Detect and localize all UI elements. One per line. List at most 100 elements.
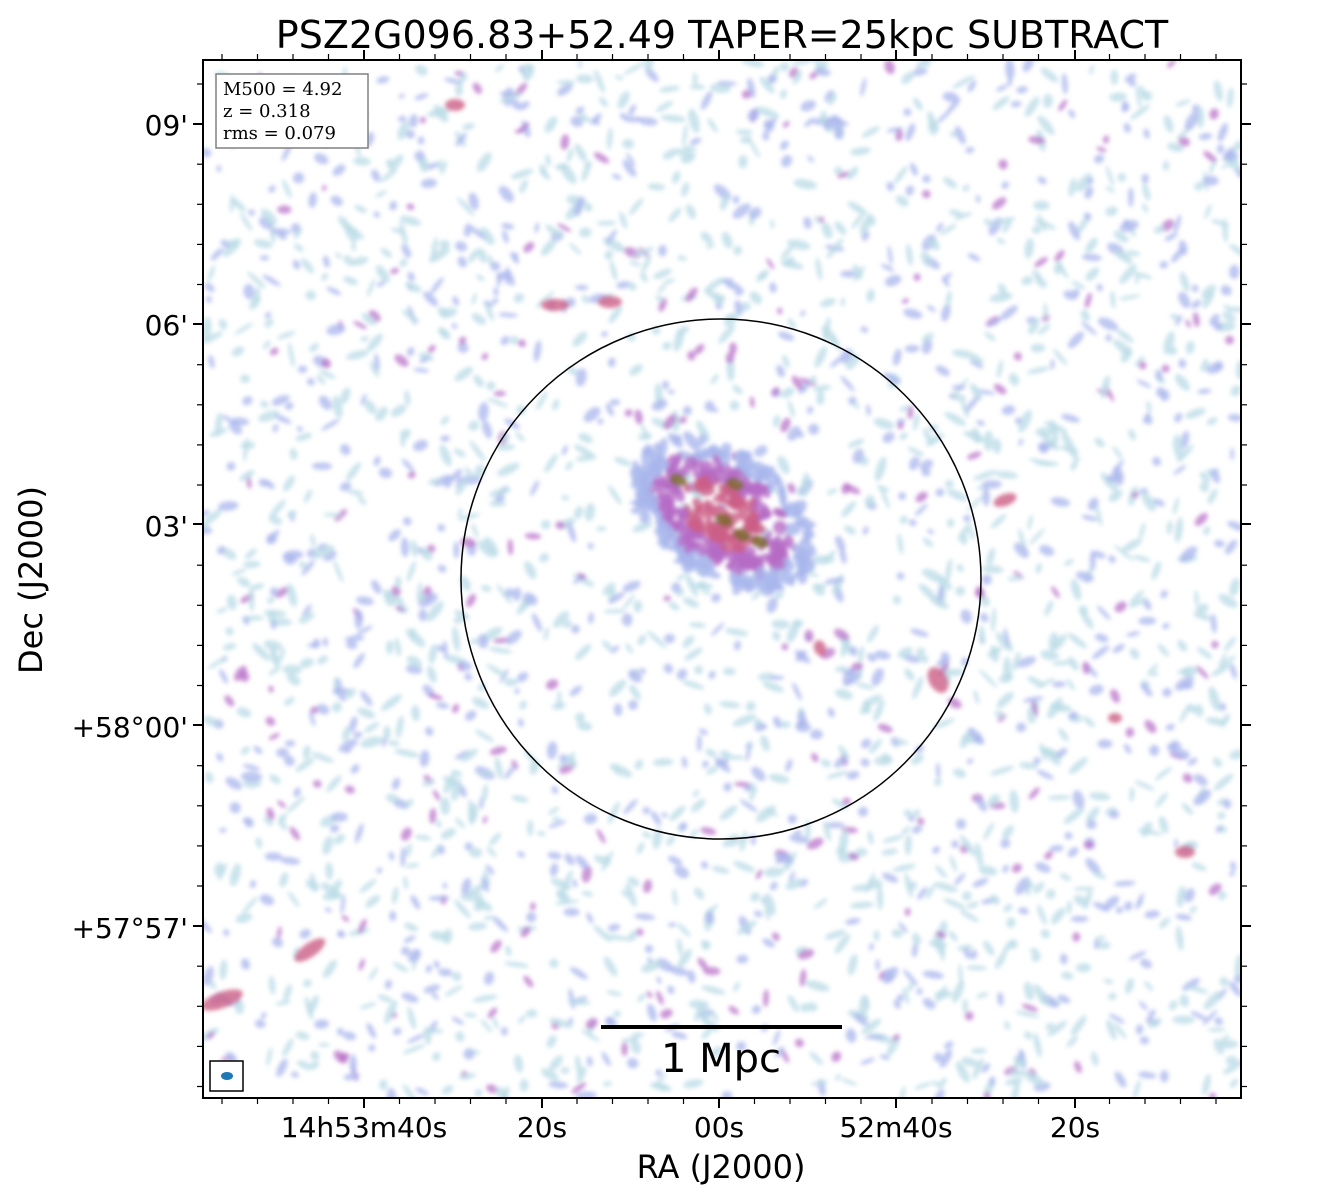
noise-speck bbox=[377, 994, 393, 1003]
noise-speck bbox=[1051, 634, 1067, 651]
noise-speck bbox=[284, 402, 294, 411]
noise-speck bbox=[1154, 766, 1173, 781]
noise-speck bbox=[755, 869, 763, 880]
noise-speck bbox=[240, 771, 263, 782]
noise-speck bbox=[667, 922, 677, 928]
noise-speck bbox=[426, 601, 444, 622]
noise-speck bbox=[701, 985, 726, 995]
noise-speck bbox=[702, 1010, 709, 1021]
cluster-blob bbox=[765, 471, 780, 489]
noise-speck bbox=[595, 526, 607, 532]
noise-speck bbox=[1166, 520, 1173, 535]
noise-speck bbox=[1195, 665, 1209, 679]
noise-speck bbox=[698, 728, 708, 736]
noise-speck bbox=[1086, 177, 1094, 185]
noise-speck bbox=[521, 120, 531, 138]
noise-speck bbox=[946, 489, 968, 502]
noise-speck bbox=[860, 758, 870, 767]
noise-speck bbox=[1210, 664, 1230, 677]
noise-speck bbox=[354, 823, 364, 843]
noise-speck bbox=[810, 1080, 829, 1086]
noise-speck bbox=[1135, 274, 1140, 285]
noise-speck bbox=[240, 374, 251, 384]
noise-speck bbox=[375, 190, 387, 198]
noise-speck bbox=[517, 718, 524, 728]
noise-speck bbox=[471, 313, 486, 325]
noise-speck bbox=[1066, 678, 1075, 691]
noise-speck bbox=[1029, 948, 1039, 953]
noise-speck bbox=[685, 573, 699, 597]
noise-speck bbox=[973, 689, 980, 705]
noise-speck bbox=[1016, 86, 1029, 94]
noise-speck bbox=[653, 268, 672, 279]
noise-speck bbox=[1184, 111, 1200, 131]
noise-speck bbox=[1030, 343, 1046, 353]
noise-speck bbox=[799, 969, 807, 987]
noise-speck bbox=[863, 996, 870, 1010]
noise-speck bbox=[729, 838, 745, 847]
noise-speck bbox=[605, 934, 630, 941]
noise-speck bbox=[773, 716, 782, 729]
noise-speck bbox=[1150, 671, 1159, 677]
noise-speck bbox=[672, 888, 678, 906]
noise-speck bbox=[344, 225, 358, 242]
noise-speck bbox=[922, 998, 936, 1010]
noise-speck bbox=[805, 1002, 818, 1012]
noise-speck bbox=[560, 1066, 570, 1074]
noise-speck bbox=[329, 824, 340, 833]
r500-circle bbox=[460, 318, 982, 840]
noise-speck bbox=[656, 976, 662, 985]
noise-speck bbox=[860, 1057, 876, 1065]
noise-speck bbox=[1225, 335, 1234, 345]
noise-speck bbox=[1100, 375, 1111, 399]
noise-speck bbox=[391, 585, 401, 597]
noise-speck bbox=[807, 155, 814, 163]
noise-speck bbox=[922, 537, 934, 547]
noise-speck bbox=[609, 260, 618, 281]
noise-speck bbox=[234, 999, 245, 1015]
noise-speck bbox=[691, 798, 706, 813]
noise-speck bbox=[896, 994, 904, 1002]
noise-speck bbox=[216, 545, 226, 555]
noise-speck bbox=[395, 605, 405, 612]
noise-speck bbox=[497, 462, 520, 477]
noise-speck bbox=[913, 97, 923, 111]
noise-speck bbox=[1229, 981, 1241, 997]
noise-speck bbox=[1210, 613, 1217, 634]
noise-speck bbox=[782, 354, 790, 369]
cluster-blob bbox=[712, 453, 725, 477]
noise-speck bbox=[953, 768, 966, 778]
noise-speck bbox=[455, 477, 469, 496]
noise-speck bbox=[493, 390, 506, 397]
noise-speck bbox=[725, 351, 735, 364]
noise-speck bbox=[1229, 578, 1240, 597]
noise-speck bbox=[798, 382, 810, 394]
cluster-blob bbox=[773, 520, 787, 535]
noise-speck bbox=[376, 280, 386, 287]
noise-speck bbox=[476, 274, 485, 282]
noise-speck bbox=[401, 244, 412, 258]
noise-speck bbox=[931, 1081, 941, 1087]
noise-speck bbox=[1176, 444, 1194, 463]
noise-speck bbox=[970, 949, 978, 960]
noise-speck bbox=[641, 960, 662, 973]
noise-speck bbox=[1074, 1060, 1082, 1074]
noise-speck bbox=[684, 647, 703, 661]
noise-speck bbox=[898, 921, 908, 934]
cluster-blob bbox=[665, 544, 677, 552]
noise-speck bbox=[700, 861, 709, 869]
noise-speck bbox=[479, 227, 495, 245]
noise-speck bbox=[1063, 290, 1078, 301]
noise-speck bbox=[682, 597, 700, 608]
noise-speck bbox=[556, 690, 562, 711]
noise-speck bbox=[694, 344, 705, 355]
noise-speck bbox=[910, 628, 929, 637]
noise-speck bbox=[1108, 489, 1123, 503]
noise-speck bbox=[575, 284, 589, 291]
noise-speck bbox=[1037, 213, 1047, 232]
noise-speck bbox=[609, 399, 621, 406]
noise-speck bbox=[407, 948, 422, 963]
noise-speck bbox=[1177, 640, 1188, 652]
cluster-blob bbox=[656, 488, 672, 505]
noise-speck bbox=[764, 904, 770, 921]
